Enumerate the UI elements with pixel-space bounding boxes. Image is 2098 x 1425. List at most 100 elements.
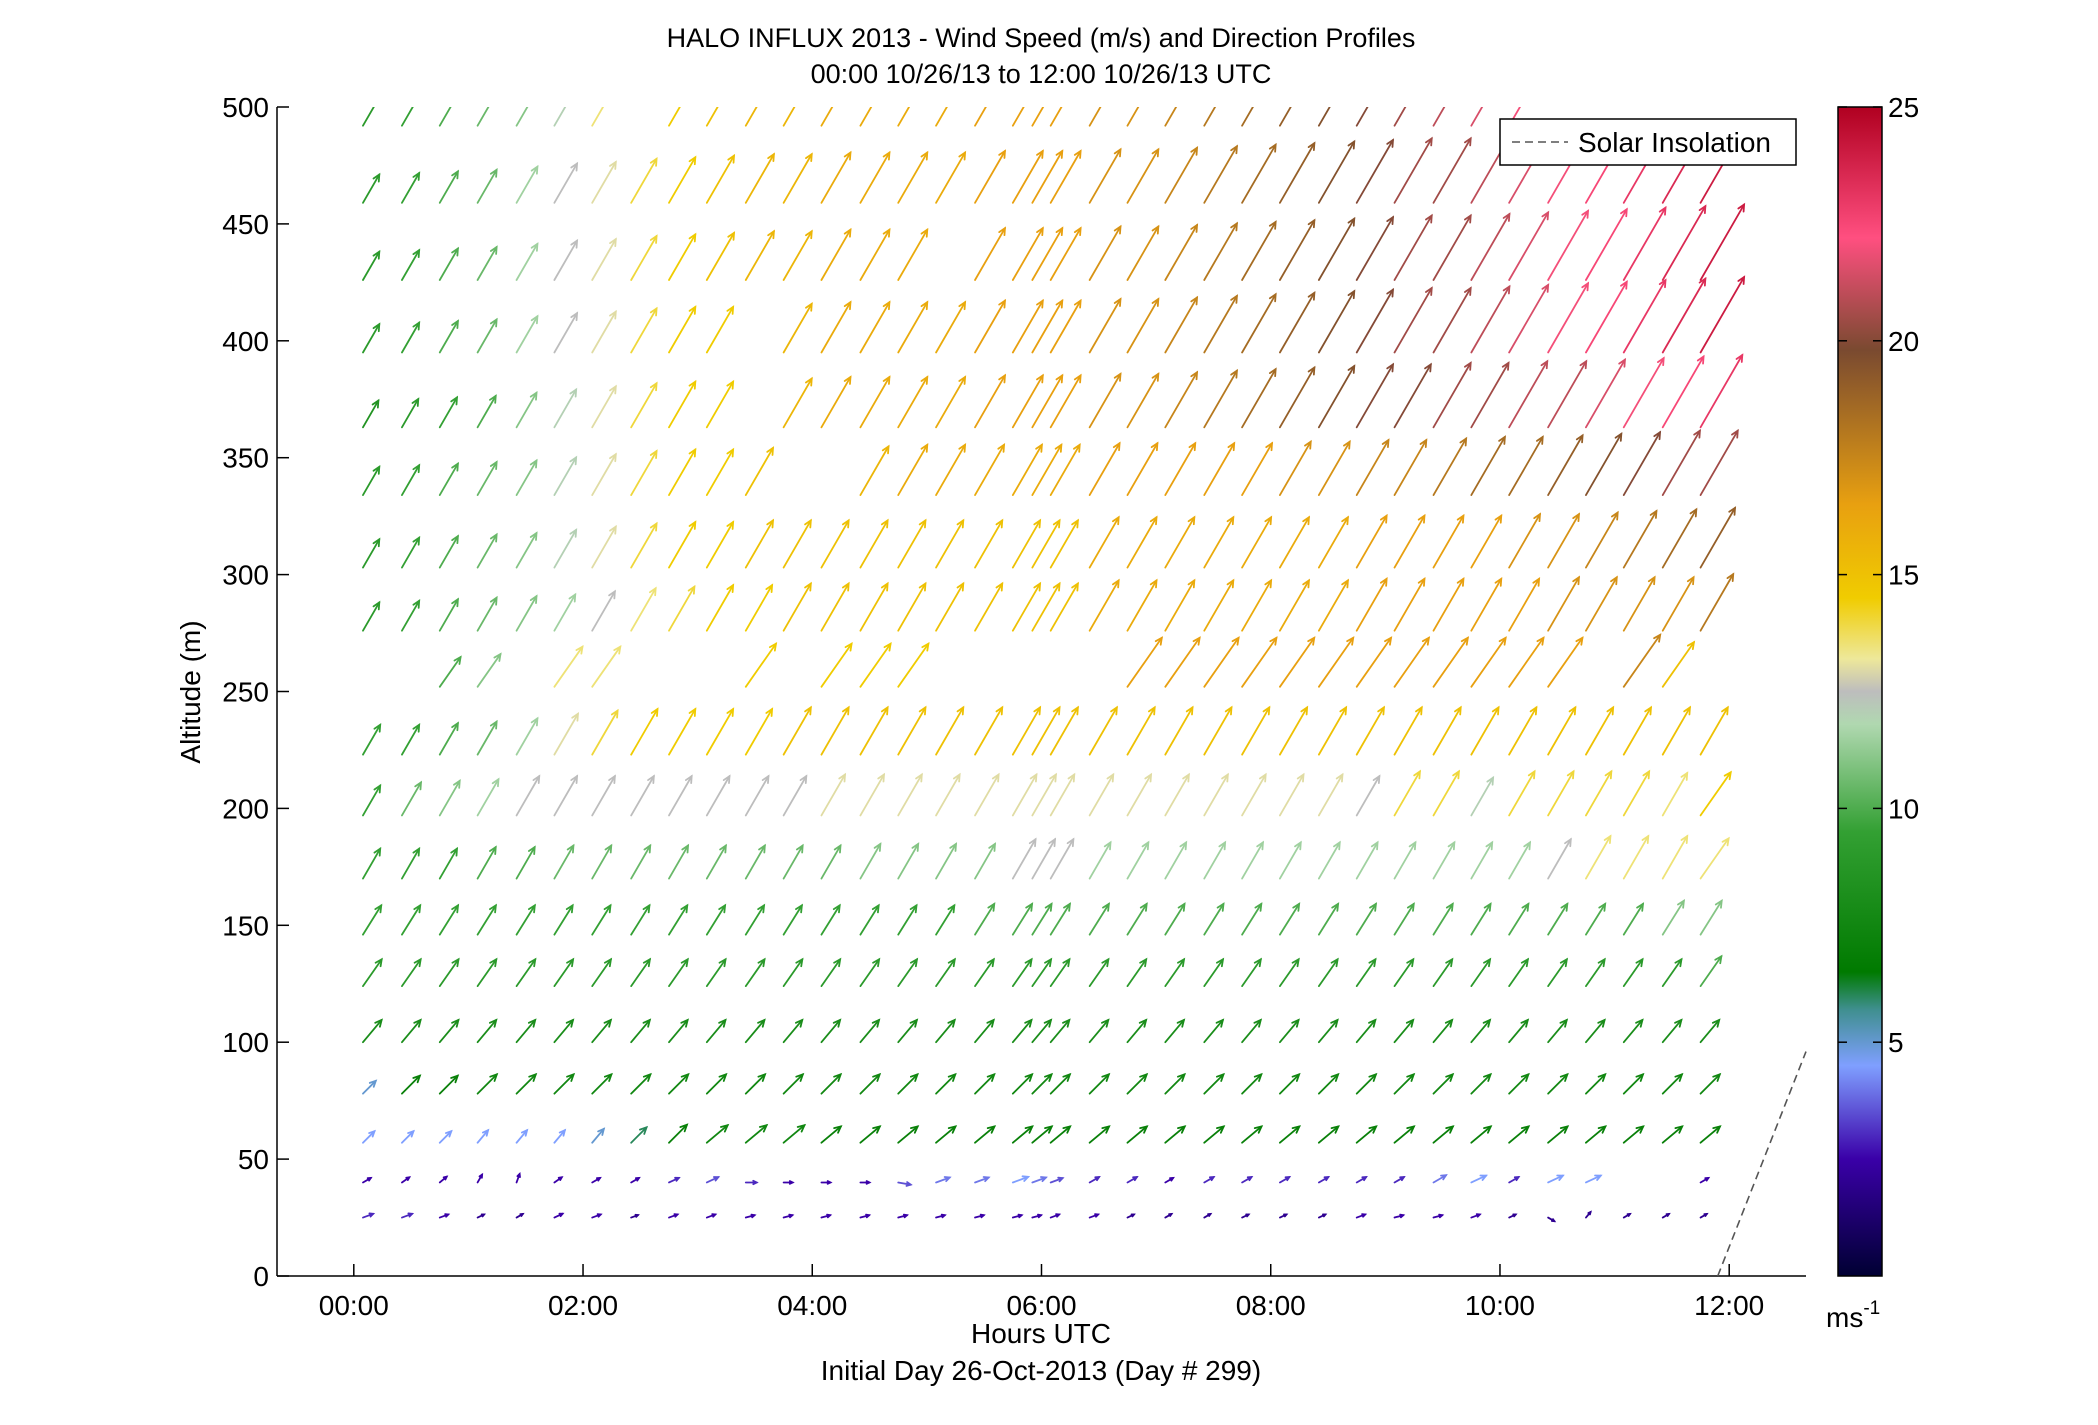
wind-vector-shaft	[1031, 1125, 1053, 1144]
wind-vector-head	[673, 1213, 680, 1218]
wind-vector-head	[1048, 837, 1057, 848]
wind-vector-head	[1572, 575, 1580, 586]
wind-vector-shaft	[974, 107, 987, 127]
wind-vector	[362, 1176, 373, 1184]
wind-vector-shaft	[1508, 107, 1521, 127]
wind-vector-head	[493, 652, 502, 662]
wind-vector	[1317, 1125, 1340, 1144]
wind-vector-head	[1614, 432, 1623, 442]
wind-vector-shaft	[935, 1125, 957, 1144]
wind-vector-head	[947, 957, 956, 968]
wind-vector-shaft	[1393, 958, 1415, 987]
wind-vector	[1164, 107, 1178, 127]
wind-vector-head	[1597, 1018, 1606, 1028]
wind-vector-head	[1044, 957, 1053, 968]
wind-vector	[1279, 1072, 1301, 1095]
wind-vector-shaft	[1585, 835, 1612, 880]
wind-vector	[1279, 705, 1309, 756]
wind-vector-shaft	[1011, 958, 1033, 987]
wind-vector-head	[442, 1175, 449, 1181]
wind-vector-head	[450, 1074, 460, 1084]
wind-vector-head	[918, 705, 927, 716]
wind-vector-shaft	[1622, 357, 1665, 429]
wind-vector-shaft	[630, 157, 658, 204]
wind-vector-head	[1425, 136, 1433, 147]
wind-vector	[1355, 138, 1395, 204]
wind-vector-shaft	[476, 1073, 498, 1095]
wind-vector-head	[1425, 213, 1433, 224]
wind-vector	[1661, 575, 1695, 632]
wind-vector-head	[604, 843, 613, 854]
wind-vector	[1470, 513, 1503, 569]
wind-vector-shaft	[668, 448, 697, 497]
wind-vector-head	[1132, 1176, 1139, 1182]
wind-vector-shaft	[668, 380, 697, 429]
wind-vector-shaft	[1241, 773, 1267, 817]
wind-vector-shaft	[438, 170, 459, 204]
wind-vector	[1164, 223, 1199, 281]
wind-vector-head	[412, 171, 421, 181]
wind-vector-head	[608, 589, 616, 600]
wind-vector-head	[1024, 957, 1033, 968]
wind-vector	[1547, 1072, 1569, 1095]
wind-vector-head	[1151, 372, 1160, 382]
wind-vector-shaft	[1049, 902, 1071, 936]
wind-vector	[1393, 438, 1428, 497]
wind-vector-shaft	[476, 653, 502, 688]
wind-vector-shaft	[859, 228, 891, 281]
wind-vector	[362, 722, 382, 756]
wind-vector	[897, 1018, 919, 1044]
wind-vector-shaft	[897, 706, 927, 756]
wind-vector	[935, 1125, 958, 1144]
wind-vector	[1432, 957, 1454, 987]
wind-vector-shaft	[1164, 371, 1198, 429]
wind-vector-shaft	[1031, 299, 1064, 354]
wind-vector-head	[481, 1128, 490, 1137]
wind-vector-shaft	[935, 582, 965, 632]
wind-vector-shaft	[859, 519, 889, 569]
wind-vector	[1164, 578, 1196, 632]
wind-vector-shaft	[591, 453, 617, 497]
wind-vector-shaft	[1355, 514, 1388, 569]
wind-vector	[1355, 636, 1393, 688]
wind-vector-shaft	[1355, 636, 1392, 688]
wind-vector-head	[566, 1072, 576, 1082]
wind-vector-shaft	[630, 1073, 652, 1095]
wind-vector-shaft	[1585, 1125, 1607, 1144]
wind-vector-shaft	[1049, 227, 1082, 281]
wind-vector	[1203, 441, 1236, 497]
wind-vector-shaft	[401, 172, 421, 204]
wind-vector	[1699, 353, 1744, 429]
x-ticks: 00:00 02:00 04:00 06:00 08:00 10:00 12:00	[319, 1264, 1764, 1321]
wind-vector	[668, 1072, 690, 1095]
wind-vector-head	[1037, 1213, 1044, 1219]
wind-vector	[1699, 954, 1723, 987]
wind-vector-head	[1466, 60, 1472, 67]
wind-vector-shaft	[1585, 208, 1628, 281]
wind-vector	[591, 644, 622, 688]
wind-vector	[1164, 705, 1194, 756]
wind-vector	[974, 298, 1007, 354]
wind-vector	[1279, 1018, 1300, 1044]
wind-vector-head	[1111, 515, 1120, 526]
wind-vector-head	[1399, 1213, 1406, 1219]
wind-vector-head	[1330, 1072, 1340, 1082]
wind-vector-shaft	[897, 376, 929, 429]
wind-vector	[1279, 141, 1316, 204]
wind-vector	[1279, 218, 1316, 281]
wind-vector-head	[1307, 218, 1316, 229]
wind-vector	[1508, 902, 1530, 936]
wind-vector	[553, 1176, 564, 1184]
wind-vector	[438, 846, 459, 880]
wind-vector	[1432, 361, 1472, 429]
wind-vector-head	[1139, 902, 1148, 912]
wind-vector	[362, 1079, 378, 1095]
wind-vector-head	[788, 1213, 795, 1219]
wind-vector	[401, 903, 422, 936]
wind-vector-shaft	[591, 904, 612, 936]
wind-vector-head	[1307, 290, 1316, 301]
wind-vector-shaft	[1126, 1125, 1148, 1144]
wind-vector-shaft	[362, 784, 382, 817]
wind-vector-shaft	[1126, 442, 1159, 497]
